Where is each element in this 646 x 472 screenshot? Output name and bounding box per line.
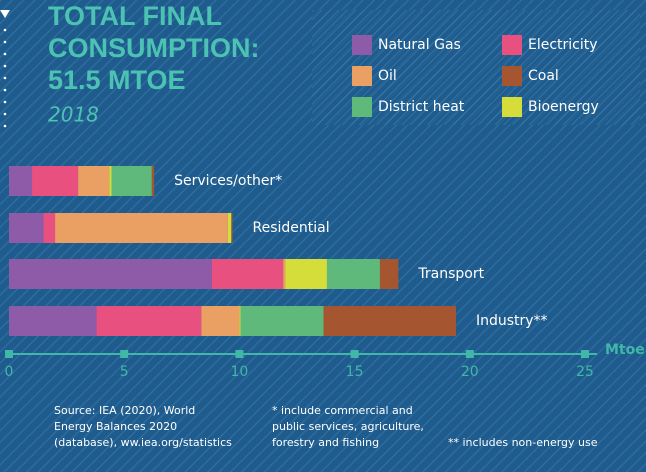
legend-swatch bbox=[352, 35, 372, 55]
bar-segment bbox=[201, 306, 240, 336]
bar-segment bbox=[109, 166, 112, 196]
footnote: ** includes non-energy use bbox=[448, 436, 598, 449]
footnote: * include commercial and bbox=[272, 404, 413, 417]
bar-segment bbox=[55, 213, 228, 243]
legend-label: Coal bbox=[528, 68, 559, 84]
title-line: 51.5 MTOE bbox=[48, 65, 186, 95]
bar-segment bbox=[9, 306, 97, 336]
bar-segment bbox=[379, 259, 399, 289]
tick-mark bbox=[581, 350, 589, 358]
legend-swatch bbox=[352, 97, 372, 117]
footnote: Energy Balances 2020 bbox=[54, 420, 177, 433]
tick-mark bbox=[235, 350, 244, 358]
category-label: Transport bbox=[417, 266, 484, 282]
legend-label: Natural Gas bbox=[378, 37, 461, 53]
x-tick-label: 0 bbox=[5, 364, 14, 380]
tick-mark bbox=[465, 350, 474, 358]
bar-segment bbox=[323, 306, 456, 336]
footnote: Source: IEA (2020), World bbox=[54, 404, 195, 417]
bar-segment bbox=[227, 213, 232, 243]
x-tick-label: 10 bbox=[230, 364, 248, 380]
bar-segment bbox=[211, 259, 284, 289]
legend-swatch bbox=[352, 66, 372, 86]
footnote: public services, agriculture, bbox=[272, 420, 424, 433]
bar-segment bbox=[9, 213, 44, 243]
bar-segment bbox=[285, 259, 327, 289]
legend-label: Bioenergy bbox=[528, 99, 599, 115]
x-tick-label: 20 bbox=[461, 364, 479, 380]
category-label: Services/other* bbox=[174, 173, 282, 189]
bar-segment bbox=[283, 259, 286, 289]
footnote: (database), ww.iea.org/statistics bbox=[54, 436, 232, 449]
legend-panel bbox=[312, 10, 640, 125]
bar-segment bbox=[9, 259, 212, 289]
bar-segment bbox=[111, 166, 152, 196]
x-tick-label: 15 bbox=[346, 364, 364, 380]
subtitle: 2018 bbox=[48, 103, 99, 127]
legend-swatch bbox=[502, 66, 522, 86]
bar-segment bbox=[240, 306, 324, 336]
bar-segment bbox=[96, 306, 202, 336]
title-line: TOTAL FINAL bbox=[48, 1, 222, 31]
bar-segment bbox=[231, 213, 233, 243]
bar-segment bbox=[9, 166, 33, 196]
x-tick-label: 25 bbox=[576, 364, 594, 380]
x-tick-label: 5 bbox=[120, 364, 129, 380]
bar-segment bbox=[239, 306, 241, 336]
title-line: CONSUMPTION: bbox=[48, 33, 260, 63]
tick-mark bbox=[120, 350, 129, 358]
legend-swatch bbox=[502, 97, 522, 117]
bar-segment bbox=[78, 166, 110, 196]
tick-mark bbox=[350, 350, 359, 358]
footnote: forestry and fishing bbox=[272, 436, 379, 449]
bar-segment bbox=[32, 166, 79, 196]
category-label: Residential bbox=[252, 220, 329, 236]
legend-swatch bbox=[502, 35, 522, 55]
bar-segment bbox=[326, 259, 380, 289]
tick-mark bbox=[5, 350, 13, 358]
category-label: Industry** bbox=[476, 313, 548, 329]
x-axis-label: Mtoe bbox=[605, 342, 645, 358]
legend-label: District heat bbox=[378, 99, 465, 115]
legend-label: Oil bbox=[378, 68, 397, 84]
legend-label: Electricity bbox=[528, 37, 598, 53]
dots bbox=[3, 28, 7, 128]
bar-segment bbox=[151, 166, 155, 196]
bar-segment bbox=[43, 213, 56, 243]
marker bbox=[0, 10, 10, 18]
